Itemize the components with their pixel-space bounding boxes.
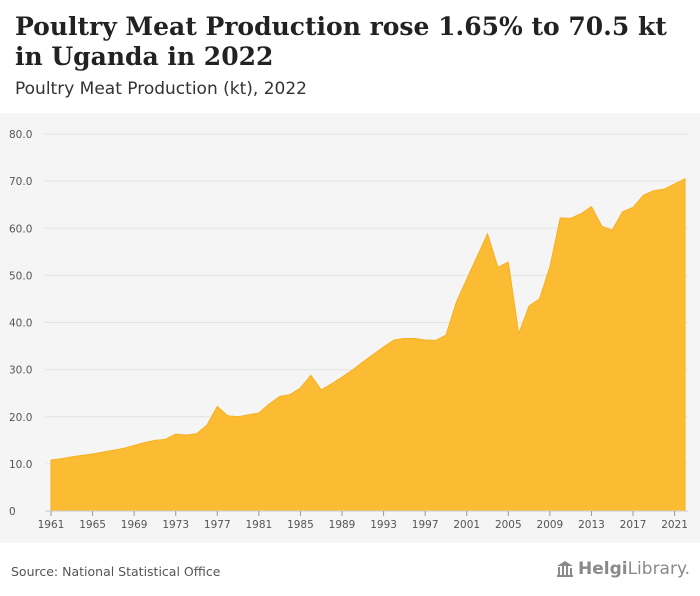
x-tick-label: 1969 (121, 519, 148, 531)
y-tick-label: 60.0 (9, 223, 32, 235)
y-axis: 0 10.0 20.0 30.0 40.0 50.0 60.0 70.0 80.0 (9, 129, 32, 518)
y-tick-label: 50.0 (9, 270, 32, 282)
y-tick-label: 20.0 (9, 412, 32, 424)
brand-name-bold: Helgi (577, 559, 628, 579)
page-title: Poultry Meat Production rose 1.65% to 70… (15, 12, 667, 71)
x-tick-label: 1989 (329, 519, 356, 531)
brand-logo: HelgiLibrary. (556, 559, 690, 579)
chart-subtitle: Poultry Meat Production (kt), 2022 (15, 79, 307, 99)
y-tick-label: 70.0 (9, 176, 32, 188)
x-tick-label: 1977 (204, 519, 231, 531)
x-tick-label: 2013 (578, 519, 605, 531)
x-axis: 1961 1965 1969 1973 1977 1981 1985 1989 1993 1997… (38, 510, 688, 531)
area-series (50, 177, 686, 512)
x-tick-label: 1981 (246, 519, 273, 531)
x-tick-label: 1993 (370, 519, 397, 531)
x-tick-label: 1985 (287, 519, 314, 531)
footer: Source: National Statistical Office Helg… (0, 543, 700, 596)
y-tick-label: 10.0 (9, 459, 32, 471)
x-tick-label: 1973 (162, 519, 189, 531)
chart-panel: 0 10.0 20.0 30.0 40.0 50.0 60.0 70.0 80.0 1961 19… (0, 113, 700, 543)
area-series-path (50, 177, 686, 512)
y-tick-label: 0 (9, 506, 16, 518)
x-tick-label: 1965 (79, 519, 106, 531)
x-tick-label: 2001 (453, 519, 480, 531)
y-tick-label: 40.0 (9, 318, 32, 330)
brand-name-light: Library. (627, 559, 690, 579)
x-tick-label: 2005 (495, 519, 522, 531)
x-tick-label: 1997 (412, 519, 439, 531)
x-tick-label: 1961 (38, 519, 65, 531)
building-columns-icon (556, 561, 573, 577)
y-tick-label: 30.0 (9, 365, 32, 377)
y-tick-label: 80.0 (9, 129, 32, 141)
x-tick-label: 2009 (537, 519, 564, 531)
area-chart: 010.020.030.040.050.060.070.080.0 1961 19… (9, 129, 688, 531)
x-tick-label: 2021 (661, 519, 688, 531)
x-tick-label: 2017 (620, 519, 647, 531)
source-note: Source: National Statistical Office (11, 564, 221, 579)
header: Poultry Meat Production rose 1.65% to 70… (0, 0, 700, 113)
